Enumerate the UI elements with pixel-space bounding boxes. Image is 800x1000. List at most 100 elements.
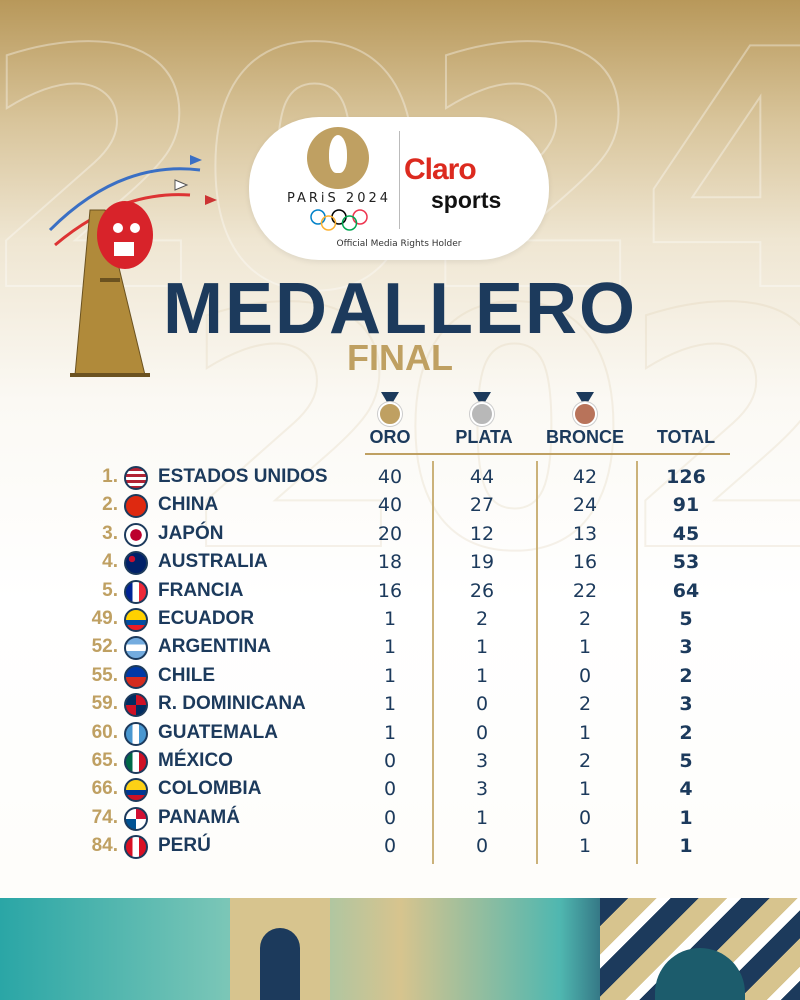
- silver-count: 1: [475, 664, 489, 687]
- gold-count: 0: [383, 778, 397, 801]
- page-title: MEDALLERO: [163, 269, 637, 349]
- table-row: 5. FRANCIA 16 26 22 64: [0, 578, 800, 606]
- rank: 59.: [91, 693, 118, 715]
- rank: 60.: [91, 721, 118, 743]
- gold-count: 0: [383, 750, 397, 772]
- column-divider: [536, 461, 538, 864]
- rank: 2.: [102, 494, 118, 516]
- gold-count: 1: [383, 608, 397, 630]
- country-flag-icon: [124, 721, 148, 746]
- table-row: 84. PERÚ 0 0 1 1: [0, 833, 800, 861]
- arch-decoration: [230, 898, 330, 1000]
- country-flag-icon: [124, 466, 148, 490]
- paris-2024-flame-logo: [307, 127, 369, 189]
- country-name: GUATEMALA: [158, 721, 278, 743]
- table-row: 3. JAPÓN 20 12 13 45: [0, 521, 800, 549]
- bronze-count: 22: [572, 579, 598, 602]
- silver-count: 0: [475, 835, 489, 858]
- country-name: JAPÓN: [158, 522, 224, 544]
- total-count: 2: [679, 664, 693, 687]
- country-flag-icon: [124, 778, 148, 803]
- rank: 1.: [102, 466, 118, 487]
- total-count: 3: [679, 636, 693, 659]
- country-name: MÉXICO: [158, 750, 233, 771]
- gold-count: 20: [377, 522, 403, 545]
- table-row: 52. ARGENTINA 1 1 1 3: [0, 634, 800, 662]
- rank: 4.: [102, 551, 118, 573]
- total-count: 45: [672, 522, 700, 545]
- gold-medal-icon: [377, 392, 403, 428]
- gold-count: 16: [377, 579, 403, 602]
- country-name: PERÚ: [158, 835, 211, 857]
- country-name: ARGENTINA: [158, 636, 271, 658]
- table-row: 1. ESTADOS UNIDOS 40 44 42 126: [0, 464, 800, 492]
- country-name: COLOMBIA: [158, 778, 262, 800]
- table-row: 60. GUATEMALA 1 0 1 2: [0, 720, 800, 748]
- country-name: AUSTRALIA: [158, 551, 268, 573]
- column-header-silver: PLATA: [455, 427, 513, 447]
- rank: 66.: [91, 778, 118, 800]
- bronze-count: 1: [578, 835, 592, 858]
- country-flag-icon: [124, 522, 148, 547]
- silver-count: 0: [475, 721, 489, 744]
- table-row: 4. AUSTRALIA 18 19 16 53: [0, 549, 800, 577]
- country-name: ECUADOR: [158, 608, 255, 629]
- olympic-rings-icon: [310, 209, 368, 231]
- rank: 65.: [91, 750, 118, 771]
- gold-count: 18: [377, 551, 403, 574]
- country-flag-icon: [124, 693, 148, 718]
- total-count: 126: [666, 466, 706, 488]
- bronze-count: 1: [578, 721, 592, 744]
- country-flag-icon: [124, 664, 148, 689]
- silver-count: 44: [469, 466, 495, 488]
- bronze-count: 24: [572, 494, 598, 517]
- country-flag-icon: [124, 750, 148, 774]
- gold-count: 1: [383, 636, 397, 659]
- rank: 74.: [91, 806, 118, 828]
- country-name: PANAMÁ: [158, 806, 240, 828]
- total-count: 91: [672, 494, 700, 517]
- logo-card: PARiS 2024 Claro sports Official Media R…: [249, 117, 549, 260]
- country-flag-icon: [124, 835, 148, 860]
- silver-medal-icon: [469, 392, 495, 428]
- total-count: 2: [679, 721, 693, 744]
- gold-count: 0: [383, 835, 397, 858]
- bronze-medal-icon: [572, 392, 598, 428]
- bronze-count: 1: [578, 778, 592, 801]
- rank: 55.: [91, 664, 118, 686]
- rank: 49.: [91, 608, 118, 629]
- country-flag-icon: [124, 494, 148, 519]
- silver-count: 2: [475, 608, 489, 630]
- total-count: 5: [679, 750, 693, 772]
- silver-count: 26: [469, 579, 495, 602]
- country-name: CHILE: [158, 664, 215, 686]
- silver-count: 1: [475, 636, 489, 659]
- column-header-bronze: BRONCE: [545, 427, 625, 447]
- total-count: 1: [679, 835, 693, 858]
- logo-divider: [399, 131, 400, 229]
- rank: 3.: [102, 522, 118, 544]
- decorative-footer-band: [0, 898, 800, 1000]
- table-row: 59. R. DOMINICANA 1 0 2 3: [0, 691, 800, 719]
- total-count: 64: [672, 579, 700, 602]
- country-flag-icon: [124, 636, 148, 661]
- silver-count: 0: [475, 693, 489, 716]
- gold-count: 1: [383, 693, 397, 716]
- country-flag-icon: [124, 579, 148, 604]
- silver-count: 12: [469, 522, 495, 545]
- silver-count: 3: [475, 778, 489, 801]
- bronze-count: 2: [578, 608, 592, 630]
- bronze-count: 13: [572, 522, 598, 545]
- column-header-gold: ORO: [369, 427, 411, 447]
- rank: 84.: [91, 835, 118, 857]
- silver-count: 3: [475, 750, 489, 772]
- country-flag-icon: [124, 551, 148, 576]
- total-count: 5: [679, 608, 693, 630]
- country-flag-icon: [124, 608, 148, 632]
- country-flag-icon: [124, 806, 148, 831]
- silver-count: 1: [475, 806, 489, 829]
- sports-logo: sports: [431, 187, 502, 213]
- table-row: 55. CHILE 1 1 0 2: [0, 663, 800, 691]
- bronze-count: 0: [578, 664, 592, 687]
- column-divider: [432, 461, 434, 864]
